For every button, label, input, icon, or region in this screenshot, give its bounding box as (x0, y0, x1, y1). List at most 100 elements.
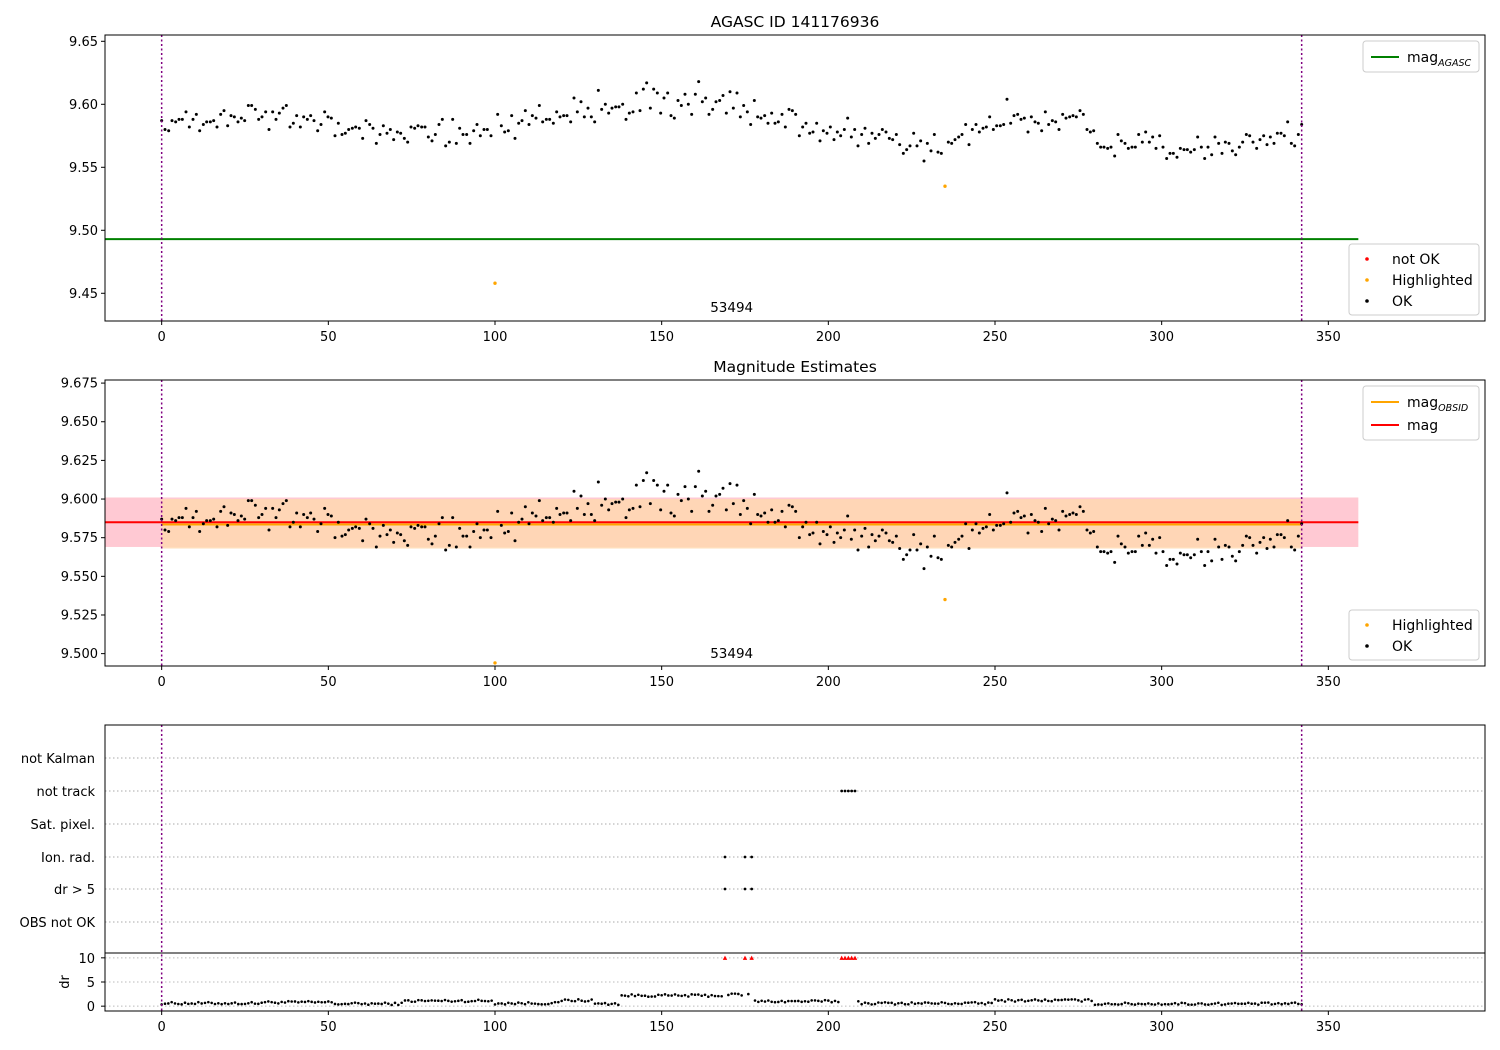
dr-point (487, 999, 490, 1003)
dr-point (243, 1002, 247, 1006)
dr-point (1187, 1003, 1190, 1006)
dr-point (227, 1002, 230, 1006)
ok-point (932, 534, 936, 538)
legend-lines: magAGASC (1362, 40, 1480, 73)
ok-point (1050, 119, 1054, 123)
ok-point (267, 528, 271, 532)
ok-point (1036, 121, 1040, 125)
dr-point (530, 1002, 533, 1005)
ok-point (277, 508, 281, 512)
dr-point (710, 993, 713, 997)
ok-point (589, 512, 593, 516)
dr-point (1220, 1003, 1223, 1007)
ok-point (323, 110, 327, 114)
ok-point (1248, 536, 1252, 540)
highlighted-point (943, 597, 947, 602)
x-tick-label: 200 (816, 330, 841, 345)
dr-point (813, 999, 817, 1002)
ok-point (1137, 133, 1141, 137)
ok-point (953, 540, 957, 544)
ok-point (468, 545, 472, 549)
ok-point (170, 517, 174, 521)
ok-point (430, 139, 434, 143)
dr-point (260, 1001, 263, 1004)
ok-point (340, 534, 344, 538)
dr-point (1103, 1002, 1107, 1006)
ok-point (1002, 522, 1006, 526)
ok-point (1296, 534, 1300, 538)
ok-point (995, 124, 999, 128)
dr-point (793, 999, 797, 1003)
dr-point (1137, 1002, 1140, 1005)
ok-point (711, 107, 715, 111)
ok-point (302, 115, 306, 119)
ok-point (527, 522, 531, 526)
x-tick-label: 0 (158, 675, 166, 690)
dr-point (653, 995, 657, 998)
dr-point (1037, 999, 1040, 1002)
ok-point (1026, 531, 1030, 535)
ok-point (631, 110, 635, 114)
ok-point (510, 114, 514, 118)
ok-point (676, 99, 680, 103)
dr-point (1033, 998, 1037, 1001)
dr-point (1263, 1001, 1267, 1004)
dr-point (870, 1003, 873, 1006)
ok-point (1005, 491, 1009, 495)
dr-point (470, 999, 473, 1003)
ok-point (1061, 509, 1065, 513)
ok-point (655, 91, 659, 95)
ok-point (1029, 512, 1033, 516)
ok-point (759, 514, 763, 518)
ok-point (1071, 511, 1075, 515)
ok-point (773, 121, 777, 125)
ok-point (1213, 135, 1217, 139)
ok-point (1102, 550, 1106, 554)
ok-point (1210, 559, 1214, 563)
dr-point (700, 994, 703, 998)
ok-point (205, 120, 209, 124)
ok-point (731, 502, 735, 506)
ok-point (440, 117, 444, 121)
dr-point (1093, 1003, 1097, 1007)
ok-point (988, 115, 992, 119)
dr-point (637, 993, 640, 997)
dr-point (290, 1000, 293, 1003)
ok-point (905, 553, 909, 557)
ok-point (939, 557, 943, 561)
dr-point (403, 999, 407, 1002)
dr-point (910, 1001, 913, 1004)
dr-point (237, 1002, 240, 1006)
ok-point (544, 117, 548, 121)
ok-point (1258, 540, 1262, 544)
dr-point (173, 1002, 177, 1005)
ok-point (742, 104, 746, 108)
ok-point (1085, 127, 1089, 131)
dr-point (1113, 1002, 1117, 1006)
ok-point (790, 109, 794, 113)
highlighted-point (943, 184, 947, 188)
ok-point (1005, 97, 1009, 101)
dr-point (1277, 1001, 1280, 1005)
ok-point (572, 96, 576, 100)
ok-point (638, 109, 642, 113)
dr-point (1213, 1002, 1217, 1005)
dr-point (620, 994, 623, 997)
dr-point (1157, 1002, 1160, 1005)
dr-point (707, 995, 710, 999)
ok-point (305, 516, 309, 520)
ok-point (582, 115, 586, 119)
ok-point (683, 92, 687, 96)
ok-point (915, 144, 919, 148)
dr-point (333, 1002, 337, 1006)
ok-point (472, 530, 476, 534)
ok-point (371, 126, 375, 130)
ok-point (783, 525, 787, 529)
dr-point (820, 1000, 823, 1003)
ok-point (686, 497, 690, 501)
ok-point (960, 133, 964, 137)
dr-point (1000, 998, 1003, 1002)
ok-point (908, 144, 912, 148)
ok-point (666, 91, 670, 95)
dr-point (557, 1000, 560, 1004)
